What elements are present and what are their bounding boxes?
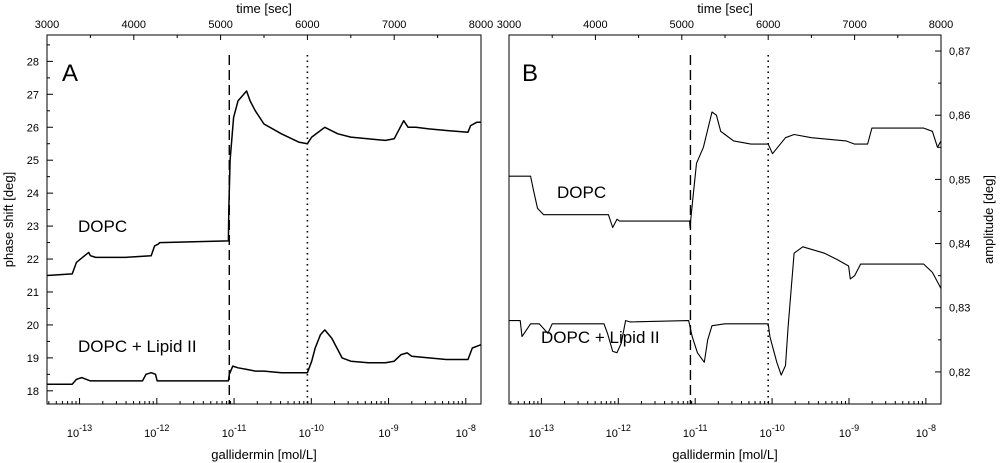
panel-letter: B (522, 60, 538, 87)
y-tick-label: 25 (27, 155, 39, 167)
tick-base: 10 (456, 428, 468, 440)
y-tick-label: 0,84 (949, 239, 970, 251)
tick-base: 10 (839, 428, 851, 440)
top-tick-label: 8000 (929, 19, 953, 31)
bottom-axis-label: gallidermin [mol/L] (211, 447, 317, 462)
bottom-tick-label: 10-8 (916, 423, 936, 440)
top-tick-label: 5000 (208, 19, 232, 31)
bottom-tick-label: 10-8 (456, 423, 476, 440)
bottom-tick-label: 10-9 (378, 423, 398, 440)
tick-exponent: -11 (234, 423, 246, 433)
bottom-tick-label: 10-13 (67, 423, 92, 440)
bottom-axis-label: gallidermin [mol/L] (672, 447, 778, 462)
top-tick-label: 3000 (497, 19, 521, 31)
tick-base: 10 (916, 428, 928, 440)
top-tick-label: 7000 (842, 19, 866, 31)
series-line-dopc-lipid-ii (509, 246, 942, 376)
bottom-tick-label: 10-9 (839, 423, 859, 440)
series-label-dopc-lipid-ii: DOPC + Lipid II (78, 337, 197, 356)
bottom-tick-label: 10-13 (529, 423, 554, 440)
series-line-dopc (509, 111, 942, 229)
tick-exponent: -13 (541, 423, 554, 433)
bottom-tick-label: 10-12 (144, 423, 169, 440)
y-tick-label: 26 (27, 122, 39, 134)
tick-exponent: -8 (928, 423, 936, 433)
tick-base: 10 (683, 428, 695, 440)
y-tick-label: 20 (27, 320, 39, 332)
y-axis-label: amplitude [deg] (981, 175, 996, 264)
bottom-tick-label: 10-11 (222, 423, 247, 440)
tick-base: 10 (222, 428, 234, 440)
y-tick-label: 21 (27, 287, 39, 299)
y-tick-label: 18 (27, 386, 39, 398)
y-tick-label: 24 (27, 188, 39, 200)
tick-exponent: -12 (618, 423, 631, 433)
tick-exponent: -8 (468, 423, 476, 433)
y-tick-label: 27 (27, 89, 39, 101)
top-tick-label: 6000 (756, 19, 780, 31)
panel-letter: A (62, 60, 78, 87)
tick-base: 10 (299, 428, 311, 440)
top-axis-label: time [sec] (236, 1, 292, 16)
tick-exponent: -9 (851, 423, 859, 433)
top-tick-label: 8000 (469, 19, 493, 31)
top-axis-label: time [sec] (697, 1, 753, 16)
y-tick-label: 19 (27, 353, 39, 365)
series-line-dopc-lipid-ii (47, 329, 482, 385)
y-tick-label: 22 (27, 254, 39, 266)
bottom-tick-label: 10-12 (606, 423, 631, 440)
tick-base: 10 (144, 428, 156, 440)
tick-base: 10 (759, 428, 771, 440)
top-tick-label: 4000 (122, 19, 146, 31)
tick-base: 10 (529, 428, 541, 440)
tick-exponent: -10 (772, 423, 785, 433)
tick-exponent: -9 (391, 423, 399, 433)
top-tick-label: 5000 (670, 19, 694, 31)
top-tick-label: 3000 (35, 19, 59, 31)
y-tick-label: 0,85 (949, 174, 970, 186)
y-tick-label: 28 (27, 56, 39, 68)
series-label-dopc: DOPC (557, 183, 606, 202)
top-tick-label: 6000 (295, 19, 319, 31)
tick-exponent: -10 (311, 423, 324, 433)
tick-base: 10 (67, 428, 79, 440)
top-tick-label: 7000 (382, 19, 406, 31)
bottom-tick-label: 10-10 (299, 423, 324, 440)
y-tick-label: 0,86 (949, 110, 970, 122)
bottom-tick-label: 10-10 (759, 423, 784, 440)
tick-base: 10 (378, 428, 390, 440)
y-tick-label: 0,82 (949, 367, 970, 379)
tick-exponent: -12 (156, 423, 169, 433)
series-label-dopc-lipid-ii: DOPC + Lipid II (541, 328, 660, 347)
plot-frame (508, 34, 942, 405)
bottom-tick-label: 10-11 (683, 423, 708, 440)
y-tick-label: 0,83 (949, 303, 970, 315)
tick-exponent: -11 (695, 423, 707, 433)
tick-exponent: -13 (79, 423, 92, 433)
tick-base: 10 (606, 428, 618, 440)
y-tick-label: 23 (27, 221, 39, 233)
series-label-dopc: DOPC (78, 217, 127, 236)
series-line-dopc (46, 90, 481, 277)
y-axis-label: phase shift [deg] (1, 172, 16, 267)
y-tick-label: 0,87 (949, 46, 970, 58)
top-tick-label: 4000 (583, 19, 607, 31)
